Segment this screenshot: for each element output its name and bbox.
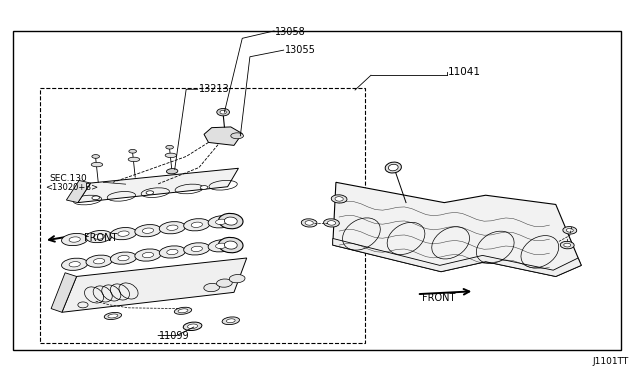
Ellipse shape — [118, 256, 129, 261]
Ellipse shape — [159, 222, 186, 234]
Text: FRONT: FRONT — [84, 233, 118, 243]
Ellipse shape — [225, 217, 237, 225]
Ellipse shape — [69, 262, 80, 267]
Ellipse shape — [324, 219, 339, 227]
Text: 11041: 11041 — [447, 67, 481, 77]
Ellipse shape — [86, 255, 112, 267]
Ellipse shape — [218, 214, 243, 229]
Ellipse shape — [327, 221, 335, 225]
Ellipse shape — [335, 197, 343, 201]
Ellipse shape — [183, 322, 202, 331]
Polygon shape — [333, 238, 581, 276]
Ellipse shape — [166, 169, 178, 174]
Text: J1101TT: J1101TT — [593, 357, 629, 366]
Text: 13058: 13058 — [275, 27, 306, 37]
Circle shape — [220, 110, 227, 114]
Ellipse shape — [92, 155, 100, 158]
Ellipse shape — [108, 314, 118, 318]
Ellipse shape — [208, 216, 234, 228]
Ellipse shape — [563, 227, 577, 234]
Ellipse shape — [118, 231, 129, 236]
Ellipse shape — [204, 283, 220, 292]
Ellipse shape — [166, 145, 173, 149]
Ellipse shape — [388, 164, 398, 171]
Text: 13213: 13213 — [199, 84, 230, 94]
Ellipse shape — [191, 222, 202, 227]
Ellipse shape — [216, 243, 227, 248]
Bar — [13, 31, 621, 350]
Text: <13020+B>: <13020+B> — [45, 183, 98, 192]
Ellipse shape — [218, 237, 243, 253]
Ellipse shape — [111, 228, 136, 240]
Ellipse shape — [191, 246, 202, 251]
Ellipse shape — [128, 157, 140, 161]
Polygon shape — [204, 127, 243, 145]
Ellipse shape — [216, 219, 227, 224]
Ellipse shape — [566, 228, 573, 232]
Ellipse shape — [92, 196, 99, 200]
Polygon shape — [62, 258, 246, 312]
Polygon shape — [333, 182, 581, 276]
Polygon shape — [51, 273, 77, 312]
Ellipse shape — [167, 225, 178, 230]
Ellipse shape — [184, 243, 210, 255]
Ellipse shape — [93, 259, 105, 264]
Ellipse shape — [61, 258, 88, 270]
Ellipse shape — [135, 225, 161, 237]
Ellipse shape — [231, 133, 244, 139]
Ellipse shape — [332, 195, 347, 203]
Text: SEC.130: SEC.130 — [49, 174, 87, 183]
Text: 11099: 11099 — [159, 331, 190, 340]
Ellipse shape — [560, 241, 574, 249]
Ellipse shape — [135, 249, 161, 261]
Ellipse shape — [200, 186, 208, 189]
Ellipse shape — [564, 243, 571, 247]
Ellipse shape — [167, 249, 178, 254]
Ellipse shape — [142, 228, 154, 233]
Ellipse shape — [222, 317, 239, 325]
Ellipse shape — [86, 231, 112, 243]
Ellipse shape — [178, 309, 188, 313]
Ellipse shape — [104, 312, 122, 320]
Ellipse shape — [208, 240, 234, 252]
Ellipse shape — [165, 153, 177, 158]
Ellipse shape — [229, 275, 245, 283]
Ellipse shape — [174, 307, 191, 314]
Text: 13055: 13055 — [285, 45, 316, 55]
Ellipse shape — [129, 150, 136, 153]
Ellipse shape — [385, 162, 401, 173]
Circle shape — [217, 109, 230, 116]
Text: FRONT: FRONT — [422, 292, 455, 302]
Ellipse shape — [159, 246, 186, 258]
Polygon shape — [78, 168, 239, 203]
Ellipse shape — [188, 324, 198, 328]
Ellipse shape — [69, 237, 80, 242]
Polygon shape — [67, 180, 91, 203]
Ellipse shape — [305, 221, 313, 225]
Ellipse shape — [111, 252, 136, 264]
Ellipse shape — [184, 219, 210, 231]
Ellipse shape — [93, 234, 105, 239]
Ellipse shape — [227, 319, 235, 323]
Ellipse shape — [142, 252, 154, 258]
Ellipse shape — [216, 279, 232, 287]
Bar — [40, 88, 365, 343]
Ellipse shape — [301, 219, 317, 227]
Ellipse shape — [92, 162, 102, 167]
Ellipse shape — [225, 241, 237, 249]
Ellipse shape — [61, 233, 88, 246]
Ellipse shape — [146, 191, 154, 195]
